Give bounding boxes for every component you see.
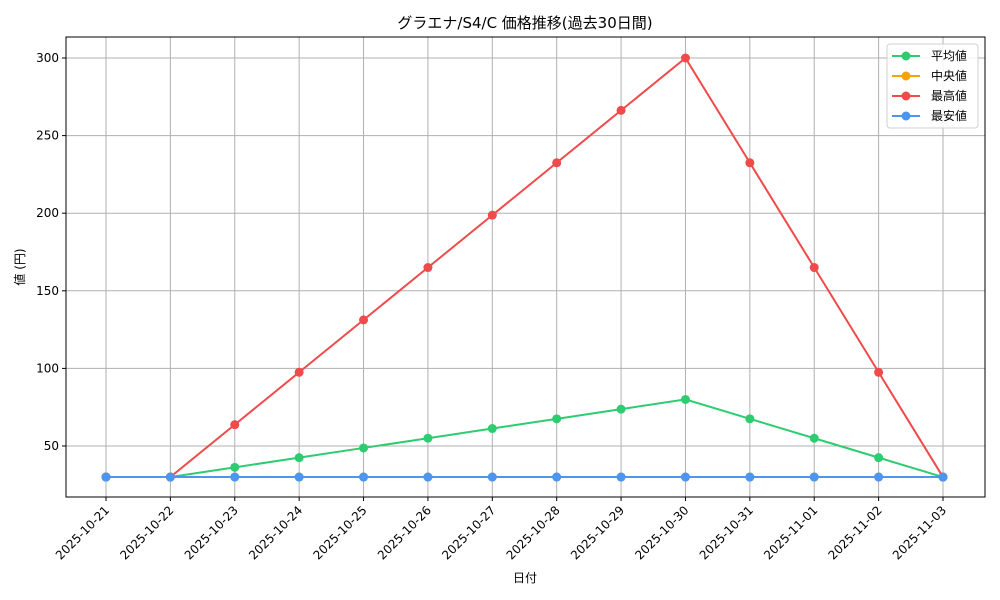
series-最安値	[101, 472, 948, 482]
legend-marker-icon	[901, 51, 911, 61]
legend-label: 最安値	[931, 108, 967, 123]
data-point	[874, 367, 884, 377]
data-point	[745, 158, 755, 168]
data-point	[359, 443, 369, 453]
data-point	[616, 404, 626, 414]
x-tick-label: 2025-10-31	[697, 503, 756, 562]
data-point	[230, 472, 240, 482]
x-axis: 2025-10-21 2025-10-22 2025-10-23 2025-10-24…	[53, 497, 949, 562]
grid-lines	[66, 37, 985, 497]
data-point	[423, 472, 433, 482]
y-tick-label: 300	[36, 51, 59, 65]
data-point	[294, 472, 304, 482]
y-tick-label: 100	[36, 361, 59, 375]
data-point	[809, 472, 819, 482]
data-point	[487, 424, 497, 434]
legend-marker-icon	[901, 91, 911, 101]
data-point	[616, 105, 626, 115]
data-point	[745, 414, 755, 424]
x-tick-label: 2025-11-03	[890, 503, 949, 562]
data-point	[938, 472, 948, 482]
legend-marker-icon	[901, 71, 911, 81]
legend-item: 最高値	[892, 88, 967, 103]
series-平均値	[101, 394, 948, 482]
legend-label: 中央値	[931, 68, 967, 83]
data-point	[680, 394, 690, 404]
data-point	[874, 472, 884, 482]
data-point	[230, 462, 240, 472]
x-tick-label: 2025-10-25	[310, 503, 369, 562]
y-tick-label: 200	[36, 206, 59, 220]
x-tick-label: 2025-11-01	[761, 503, 820, 562]
series-layer	[101, 53, 948, 482]
x-tick-label: 2025-10-30	[632, 503, 691, 562]
legend-marker-icon	[901, 111, 911, 121]
legend-item: 中央値	[892, 68, 967, 83]
x-tick-label: 2025-10-28	[504, 503, 563, 562]
data-point	[294, 367, 304, 377]
data-point	[423, 433, 433, 443]
series-最高値	[101, 53, 948, 482]
data-point	[294, 453, 304, 463]
data-point	[874, 453, 884, 463]
data-point	[423, 263, 433, 273]
x-tick-label: 2025-10-27	[439, 503, 498, 562]
data-point	[230, 420, 240, 430]
x-tick-label: 2025-10-29	[568, 503, 627, 562]
y-tick-label: 50	[44, 439, 59, 453]
x-tick-label: 2025-10-23	[182, 503, 241, 562]
x-axis-label: 日付	[513, 571, 537, 585]
x-tick-label: 2025-10-22	[117, 503, 176, 562]
data-point	[552, 414, 562, 424]
data-point	[809, 263, 819, 273]
data-point	[487, 472, 497, 482]
data-point	[359, 315, 369, 325]
legend-box	[886, 43, 979, 129]
x-tick-label: 2025-11-02	[826, 503, 885, 562]
chart-title: グラエナ/S4/C 価格推移(過去30日間)	[397, 14, 652, 32]
data-point	[165, 472, 175, 482]
legend-label: 平均値	[931, 48, 967, 63]
x-tick-label: 2025-10-21	[53, 503, 112, 562]
series-line	[106, 56, 944, 479]
y-tick-label: 150	[36, 284, 59, 298]
y-tick-label: 250	[36, 129, 59, 143]
series-line	[106, 398, 944, 479]
data-point	[359, 472, 369, 482]
data-point	[680, 472, 690, 482]
legend-label: 最高値	[931, 88, 967, 103]
legend-item: 平均値	[892, 48, 967, 63]
data-point	[552, 472, 562, 482]
data-point	[616, 472, 626, 482]
x-tick-label: 2025-10-24	[246, 503, 305, 562]
data-point	[101, 472, 111, 482]
data-point	[809, 433, 819, 443]
x-tick-label: 2025-10-26	[375, 503, 434, 562]
data-point	[680, 53, 690, 63]
y-axis-label: 値 (円)	[12, 248, 27, 285]
data-point	[745, 472, 755, 482]
data-point	[552, 158, 562, 168]
y-axis: 50 100 150 200 250 300	[36, 51, 66, 453]
legend-item: 最安値	[892, 108, 967, 123]
plot-frame	[65, 36, 986, 498]
data-point	[487, 210, 497, 220]
